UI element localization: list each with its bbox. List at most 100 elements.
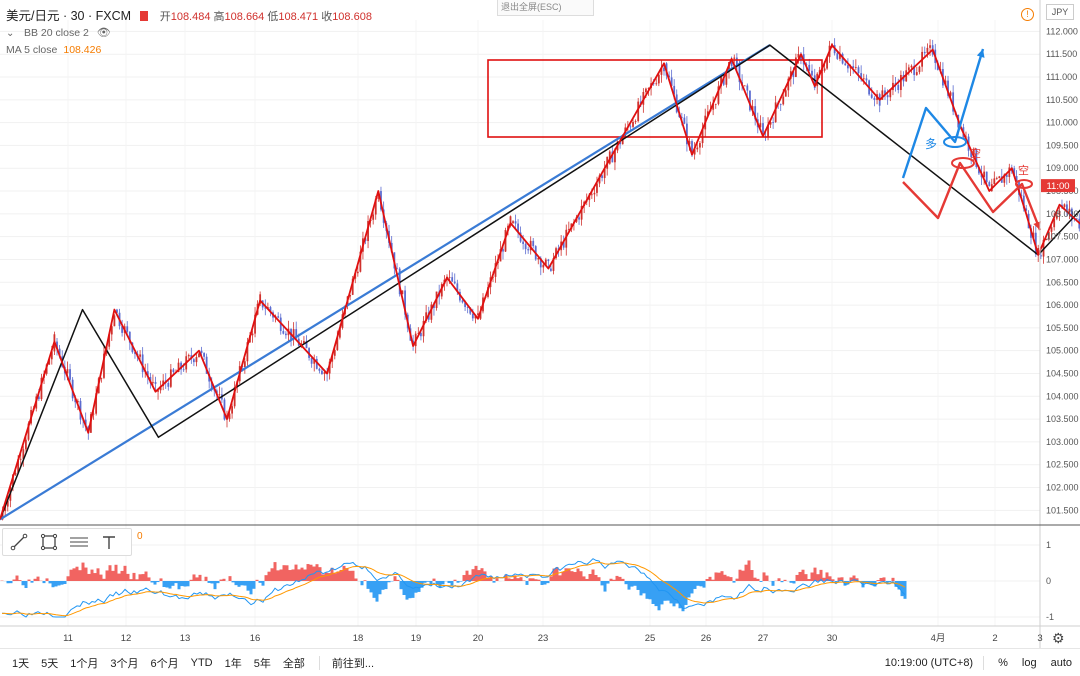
osc-histogram-bar [613, 580, 616, 581]
osc-histogram-bar [742, 571, 745, 581]
exit-fullscreen-button[interactable]: 退出全屏(ESC) [497, 0, 594, 16]
candle-body [547, 260, 549, 261]
osc-histogram-bar [265, 575, 268, 581]
range-ytd-button[interactable]: YTD [191, 657, 213, 669]
osc-histogram-bar [598, 577, 601, 581]
range-box [488, 60, 822, 137]
osc-histogram-bar [535, 579, 538, 581]
osc-histogram-bar [808, 579, 811, 581]
candle-body [201, 351, 203, 353]
price-tick-label: 103.000 [1046, 437, 1079, 447]
parallel-channel-tool-icon[interactable] [65, 530, 93, 554]
osc-histogram-bar [199, 575, 202, 581]
osc-histogram-bar [733, 581, 736, 583]
currency-badge[interactable]: JPY [1046, 4, 1074, 20]
trendline-tool-icon[interactable] [5, 530, 33, 554]
candle-body [20, 459, 22, 460]
osc-histogram-bar [235, 581, 238, 585]
range-1m-button[interactable]: 1个月 [70, 655, 98, 671]
osc-histogram-bar [187, 581, 190, 586]
eye-icon[interactable]: 👁 [97, 27, 111, 39]
range-6m-button[interactable]: 6个月 [151, 655, 179, 671]
osc-histogram-bar [580, 571, 583, 581]
goto-date-button[interactable]: 前往到... [332, 655, 374, 671]
price-tick-label: 104.000 [1046, 391, 1079, 401]
osc-histogram-bar [793, 581, 796, 583]
osc-histogram-bar [193, 574, 196, 581]
osc-histogram-bar [466, 571, 469, 581]
osc-histogram-bar [595, 575, 598, 581]
range-1y-button[interactable]: 1年 [225, 655, 242, 671]
osc-histogram-bar [148, 577, 151, 581]
osc-histogram-bar [127, 574, 130, 581]
osc-histogram-bar [784, 580, 787, 581]
osc-histogram-bar [217, 581, 220, 583]
symbol-title[interactable]: 美元/日元 · 30 · FXCM [6, 9, 131, 23]
text-tool-icon[interactable] [95, 530, 123, 554]
candle-body [866, 78, 868, 80]
range-5d-button[interactable]: 5天 [41, 655, 58, 671]
candle-body [996, 178, 998, 179]
osc-histogram-bar [319, 567, 322, 581]
osc-histogram-bar [169, 581, 172, 589]
candle-body [311, 358, 313, 364]
osc-histogram-bar [574, 572, 577, 581]
osc-histogram-bar [706, 579, 709, 581]
osc-tick-label: 0 [1046, 576, 1051, 586]
candle-body [874, 98, 876, 100]
osc-histogram-bar [136, 579, 139, 581]
time-tick-label: 30 [827, 633, 838, 644]
osc-histogram-bar [604, 581, 607, 592]
candle-body [188, 355, 190, 356]
gear-icon[interactable]: ⚙ [1052, 630, 1065, 647]
chevron-down-icon[interactable]: ⌄ [6, 28, 16, 39]
osc-histogram-bar [607, 581, 610, 584]
price-tick-label: 108.000 [1046, 209, 1079, 219]
osc-fast-line [2, 559, 905, 617]
osc-histogram-bar [442, 581, 445, 584]
price-tick-label: 102.000 [1046, 483, 1079, 493]
osc-histogram-bar [517, 578, 520, 581]
time-tick-label: 3 [1037, 633, 1042, 644]
candle-body [591, 194, 593, 195]
osc-histogram-bar [547, 581, 550, 583]
candle-body [780, 104, 782, 105]
candle-body [1064, 204, 1066, 207]
range-3m-button[interactable]: 3个月 [110, 655, 138, 671]
osc-histogram-bar [247, 581, 250, 591]
osc-histogram-bar [31, 581, 34, 583]
candle-body [635, 121, 637, 122]
percent-toggle[interactable]: % [998, 657, 1008, 669]
osc-histogram-bar [322, 574, 325, 581]
rectangle-tool-icon[interactable] [35, 530, 63, 554]
ma-value: 108.426 [63, 44, 101, 56]
log-toggle[interactable]: log [1022, 657, 1037, 669]
osc-histogram-bar [67, 576, 70, 581]
osc-histogram-bar [55, 581, 58, 586]
osc-histogram-bar [16, 576, 19, 581]
candle-body [696, 148, 698, 150]
range-5y-button[interactable]: 5年 [254, 655, 271, 671]
osc-histogram-bar [712, 580, 715, 581]
range-1d-button[interactable]: 1天 [12, 655, 29, 671]
candle-body [372, 215, 374, 220]
high-value: 108.664 [225, 11, 265, 23]
candle-body [126, 326, 128, 331]
osc-histogram-bar [379, 581, 382, 594]
osc-histogram-bar [583, 576, 586, 581]
bb-indicator-row[interactable]: ⌄BB 20 close 2👁 [6, 26, 111, 39]
osc-histogram-bar [511, 579, 514, 581]
candle-body [114, 315, 116, 326]
alert-icon[interactable]: ! [1021, 8, 1034, 21]
osc-histogram-bar [409, 581, 412, 598]
auto-toggle[interactable]: auto [1051, 657, 1072, 669]
osc-histogram-bar [253, 581, 256, 589]
osc-tick-label: 1 [1046, 540, 1051, 550]
candle-body [25, 440, 27, 450]
range-all-button[interactable]: 全部 [283, 655, 305, 671]
time-tick-label: 13 [180, 633, 191, 644]
osc-histogram-bar [508, 578, 511, 581]
osc-histogram-bar [781, 581, 784, 582]
